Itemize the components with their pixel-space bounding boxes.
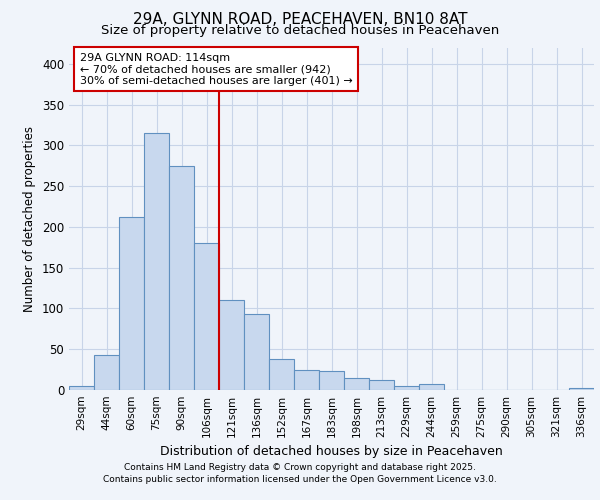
Bar <box>369 380 394 390</box>
Text: Size of property relative to detached houses in Peacehaven: Size of property relative to detached ho… <box>101 24 499 37</box>
Bar <box>394 386 419 390</box>
Bar <box>119 217 144 390</box>
Bar <box>344 378 369 390</box>
Bar <box>419 384 444 390</box>
Text: Contains HM Land Registry data © Crown copyright and database right 2025.: Contains HM Land Registry data © Crown c… <box>124 464 476 472</box>
X-axis label: Distribution of detached houses by size in Peacehaven: Distribution of detached houses by size … <box>160 446 503 458</box>
Text: 29A GLYNN ROAD: 114sqm
← 70% of detached houses are smaller (942)
30% of semi-de: 29A GLYNN ROAD: 114sqm ← 70% of detached… <box>79 52 352 86</box>
Bar <box>144 133 169 390</box>
Bar <box>219 300 244 390</box>
Y-axis label: Number of detached properties: Number of detached properties <box>23 126 37 312</box>
Text: 29A, GLYNN ROAD, PEACEHAVEN, BN10 8AT: 29A, GLYNN ROAD, PEACEHAVEN, BN10 8AT <box>133 12 467 28</box>
Bar <box>194 243 219 390</box>
Bar <box>169 166 194 390</box>
Bar <box>319 371 344 390</box>
Bar <box>69 386 94 390</box>
Bar <box>244 314 269 390</box>
Bar <box>94 355 119 390</box>
Bar <box>269 359 294 390</box>
Bar <box>569 388 594 390</box>
Bar <box>294 370 319 390</box>
Text: Contains public sector information licensed under the Open Government Licence v3: Contains public sector information licen… <box>103 474 497 484</box>
